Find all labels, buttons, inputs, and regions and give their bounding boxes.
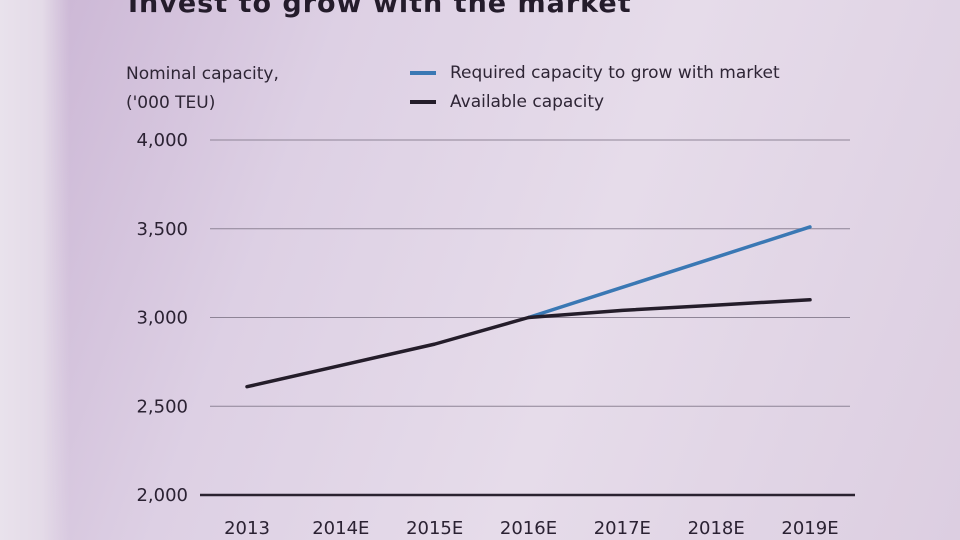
y-axis-label-line1: Nominal capacity, bbox=[126, 64, 279, 84]
legend-item-available: Available capacity bbox=[410, 87, 780, 116]
y-axis-label: Nominal capacity, ('000 TEU) bbox=[126, 60, 279, 118]
chart-legend: Required capacity to grow with market Av… bbox=[410, 58, 780, 116]
x-tick-label: 2019E bbox=[781, 518, 838, 539]
x-tick-label: 2016E bbox=[500, 518, 557, 539]
legend-label-available: Available capacity bbox=[450, 91, 605, 112]
x-tick-label: 2014E bbox=[312, 518, 369, 539]
series-line-available-capacity bbox=[245, 298, 812, 389]
x-tick-label: 2015E bbox=[406, 518, 463, 539]
legend-label-required: Required capacity to grow with market bbox=[450, 62, 780, 83]
x-tick-label: 2013 bbox=[224, 518, 270, 539]
chart-title: Invest to grow with the market bbox=[128, 0, 632, 19]
y-tick-label: 2,500 bbox=[136, 396, 188, 417]
page-margin bbox=[0, 0, 70, 540]
legend-swatch-available bbox=[410, 99, 436, 104]
x-tick-label: 2017E bbox=[594, 518, 651, 539]
legend-item-required: Required capacity to grow with market bbox=[410, 58, 780, 87]
y-axis-label-line2: ('000 TEU) bbox=[126, 93, 216, 113]
y-tick-label: 4,000 bbox=[136, 130, 188, 151]
x-tick-label: 2018E bbox=[688, 518, 745, 539]
y-tick-label: 3,500 bbox=[136, 219, 188, 240]
series-line-required-capacity bbox=[526, 225, 812, 320]
legend-swatch-required bbox=[410, 70, 436, 75]
y-tick-label: 3,000 bbox=[136, 308, 188, 329]
y-tick-label: 2,000 bbox=[136, 485, 188, 506]
